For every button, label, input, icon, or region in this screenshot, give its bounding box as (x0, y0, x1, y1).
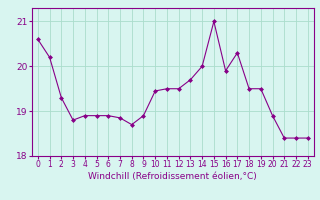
X-axis label: Windchill (Refroidissement éolien,°C): Windchill (Refroidissement éolien,°C) (88, 172, 257, 181)
